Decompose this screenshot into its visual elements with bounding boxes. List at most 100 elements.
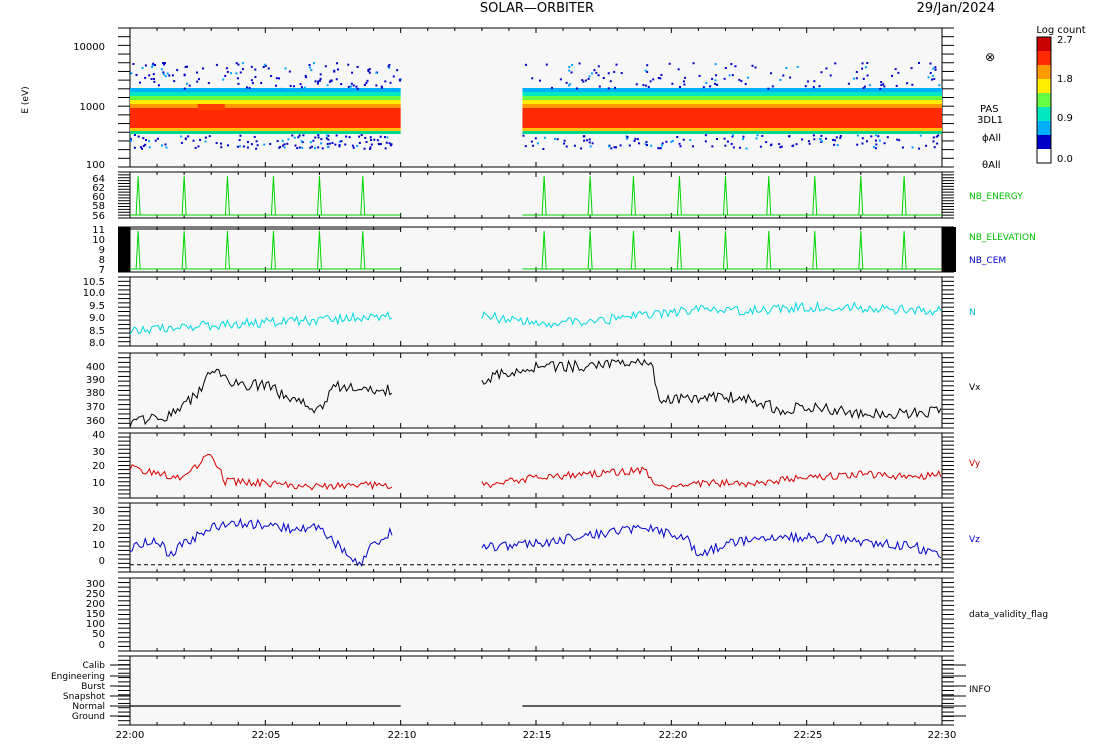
spectrogram-pixel <box>327 138 330 141</box>
spectrogram-pixel <box>933 78 936 81</box>
spectrogram-pixel <box>318 79 321 82</box>
spike-mark-nb_elevation <box>858 230 864 270</box>
spectrogram-pixel <box>245 86 248 89</box>
spectrogram-pixel <box>204 140 207 143</box>
spectrogram-pixel <box>317 136 320 139</box>
spectrogram-pixel <box>156 137 159 140</box>
n-ytick-8-5: 8.5 <box>89 326 105 337</box>
nb-elevation-ytick-11: 11 <box>92 225 105 236</box>
vy-ytick-10: 10 <box>92 478 105 489</box>
nb-energy-yticks: 64 62 60 58 56 <box>92 174 105 222</box>
spectrogram-pixel <box>545 63 548 66</box>
spectrogram-pixel <box>302 134 305 137</box>
spectrogram-pixel <box>152 73 155 76</box>
spectrogram-pixel <box>742 135 745 138</box>
spectrogram-pixel <box>369 136 372 139</box>
spectrogram-band <box>130 96 401 100</box>
spectrogram-pixel <box>705 81 708 84</box>
spectrogram-pixel <box>160 144 163 147</box>
spectrogram-pixel <box>227 144 230 147</box>
spectrogram-pixel <box>197 78 200 81</box>
info-row-engineering: Engineering <box>51 672 105 682</box>
nb-elevation-ytick-9: 9 <box>99 245 105 256</box>
spike-mark-nb_elevation <box>812 230 818 270</box>
spectrogram-pixel <box>575 87 578 90</box>
spectrogram-pixel <box>239 71 242 74</box>
spectrogram-pixel <box>543 136 546 139</box>
spike-mark-nb_elevation <box>541 230 547 270</box>
spectrogram-pixel <box>679 145 682 148</box>
spectrogram-pixel <box>358 135 361 138</box>
spectrogram-pixel <box>314 136 317 139</box>
spectrogram-pixel <box>250 143 253 146</box>
spectrogram-side-label-3: ϕAll <box>982 133 1001 144</box>
spectrogram-pixel <box>868 84 871 87</box>
spike-mark-nb_energy <box>676 175 682 216</box>
spectrogram-pixel <box>628 144 631 147</box>
time-tick-2205: 22:05 <box>252 730 281 741</box>
spectrogram-pixel <box>825 137 828 140</box>
spectrogram-band <box>522 131 942 134</box>
spectrogram-pixel <box>615 63 618 66</box>
spectrogram-pixel <box>536 142 539 145</box>
spectrogram-pixel <box>364 136 367 139</box>
spectrogram-pixel <box>344 143 347 146</box>
spectrogram-pixel <box>855 70 858 73</box>
spectrogram-pixel <box>379 135 382 138</box>
spectrogram-pixel <box>745 147 748 150</box>
spectrogram-pixel <box>151 64 154 67</box>
spectrogram-ytick-1000: 1000 <box>80 102 105 113</box>
series-line-n <box>129 310 393 335</box>
spectrogram-pixel <box>731 134 734 137</box>
spectrogram-pixel <box>785 67 788 70</box>
flag-ytick-0: 0 <box>99 640 105 651</box>
spectrogram-pixel <box>224 74 227 77</box>
spectrogram-pixel <box>646 64 649 67</box>
spectrogram-pixel <box>367 68 370 71</box>
nb-energy-ytick-60: 60 <box>92 192 105 203</box>
spectrogram-pixel <box>933 146 936 149</box>
spectrogram-pixel <box>384 147 387 150</box>
spectrogram-band <box>130 92 401 96</box>
panel-label-data-validity-flag: data_validity_flag <box>969 610 1048 620</box>
spectrogram-pixel <box>338 140 341 143</box>
spectrogram-pixel <box>166 72 169 75</box>
spectrogram-pixel <box>326 84 329 87</box>
spike-mark-nb_elevation <box>766 230 772 270</box>
spectrogram-pixel <box>246 141 249 144</box>
spectrogram-pixel <box>583 135 586 138</box>
spectrogram-pixel <box>133 146 136 149</box>
spectrogram-pixel <box>153 77 156 80</box>
spectrogram-pixel <box>301 141 304 144</box>
spectrogram-pixel <box>728 74 731 77</box>
spectrogram-pixel <box>199 138 202 141</box>
panel-label-nb-cem: NB_CEM <box>969 256 1006 266</box>
spectrogram-pixel <box>208 135 211 138</box>
spectrogram-pixel <box>301 146 304 149</box>
spectrogram-pixel <box>883 142 886 145</box>
spectrogram-pixel <box>792 144 795 147</box>
spectrogram-pixel <box>162 73 165 76</box>
spectrogram-pixel <box>313 62 316 65</box>
spectrogram-pixel <box>649 80 652 83</box>
colorbar-segment <box>1037 121 1051 135</box>
spectrogram-pixel <box>299 83 302 86</box>
spectrogram-pixel <box>317 146 320 149</box>
nb-elevation-ytick-8: 8 <box>99 255 105 266</box>
spectrogram-ytick-10000: 10000 <box>73 42 105 53</box>
spectrogram-pixel <box>337 68 340 71</box>
spectrogram-pixel <box>581 79 584 82</box>
spectrogram-pixel <box>283 143 286 146</box>
spectrogram-pixel <box>145 139 148 142</box>
spectrogram-pixel <box>325 137 328 140</box>
spectrogram-pixel <box>314 80 317 83</box>
spectrogram-pixel <box>192 139 195 142</box>
spectrogram-pixel <box>356 87 359 90</box>
panel-frame-5 <box>129 432 943 499</box>
spectrogram-pixel <box>263 63 266 66</box>
spectrogram-pixel <box>778 143 781 146</box>
time-tick-2210: 22:10 <box>388 730 417 741</box>
spectrogram-pixel <box>164 75 167 78</box>
spectrogram-pixel <box>813 138 816 141</box>
spectrogram-pixel <box>281 144 284 147</box>
